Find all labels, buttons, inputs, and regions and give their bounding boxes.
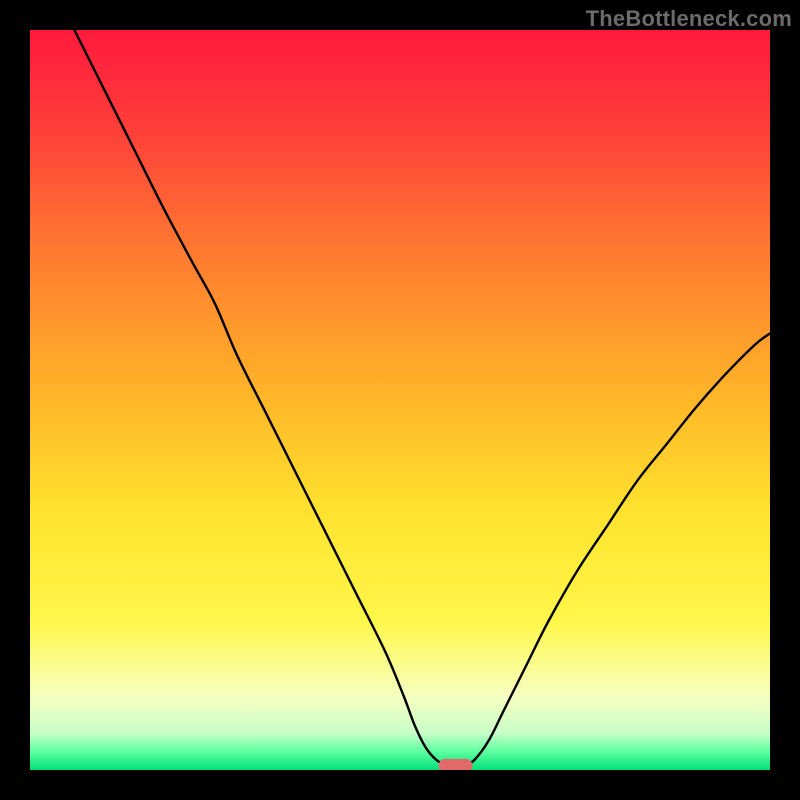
chart-container: TheBottleneck.com — [0, 0, 800, 800]
chart-svg — [30, 30, 770, 770]
plot-area — [30, 30, 770, 770]
optimal-marker — [438, 759, 472, 770]
chart-background — [30, 30, 770, 770]
watermark-text: TheBottleneck.com — [586, 6, 792, 32]
